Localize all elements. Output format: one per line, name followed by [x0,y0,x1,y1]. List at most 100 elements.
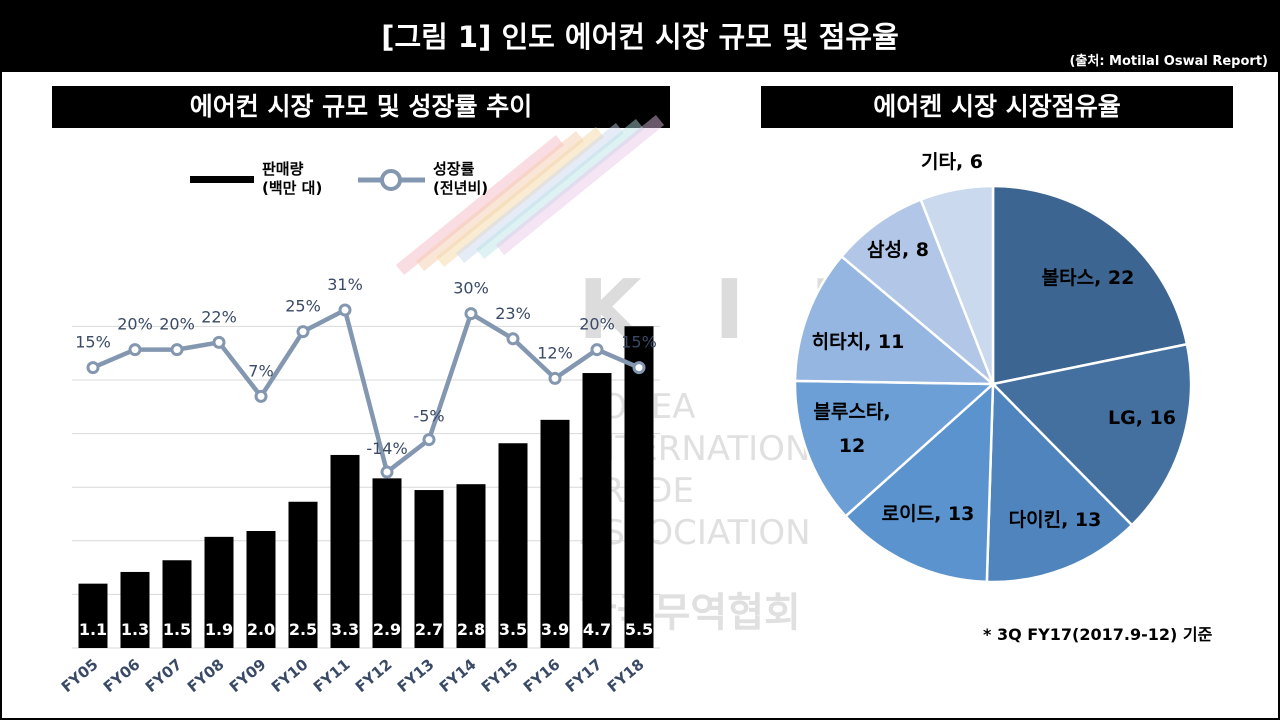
pie-slice [985,381,1134,584]
right-panel-title: 에어켄 시장 시장점유율 [761,86,1233,128]
growth-label: 20% [117,315,153,334]
x-axis-ticks: FY05FY06FY07FY08FY09FY10FY11FY12FY13FY14… [58,655,648,696]
x-tick-label: FY14 [436,655,480,696]
pie-slice [991,184,1189,386]
x-tick-label: FY09 [226,655,270,696]
growth-label: -5% [413,407,444,426]
pie-slice [839,198,995,385]
page-title: [그림 1] 인도 에어컨 시장 규모 및 점유율 [381,20,899,54]
x-tick-label: FY16 [520,655,564,696]
legend-growth-label: 성장률 (전년비) [433,160,488,198]
x-tick-label: FY11 [310,655,354,696]
x-tick-label: FY05 [58,655,102,696]
pie-label: 볼타스, 22 [1042,267,1135,289]
bar [204,536,234,648]
x-tick-label: FY07 [142,655,186,696]
x-tick-label: FY06 [100,655,144,696]
watermark-stripe [495,114,665,256]
legend-growth-marker [380,169,402,191]
pie-slice [793,379,997,518]
grid-lines [72,325,660,649]
watermark-line: ASSOCIATION [580,513,811,553]
x-tick-label: FY15 [478,655,522,696]
growth-label: 7% [248,361,273,380]
pie-label: 블루스타, [813,401,890,423]
bar-value-label: 3.5 [499,620,527,639]
growth-point [422,433,436,447]
growth-point [296,325,310,339]
bar-value-label: 5.5 [625,620,653,639]
legend-sales-line2: (백만 대) [262,179,323,197]
pie-slice [793,254,997,386]
legend-sales-swatch [190,176,254,183]
growth-label: 31% [327,275,363,294]
growth-label: 12% [537,343,573,362]
x-tick-label: FY17 [562,655,606,696]
legend-growth-line1: 성장률 [433,160,475,178]
bar-value-label: 1.1 [79,620,107,639]
pie-labels: 볼타스, 22 LG, 16 다이킨, 13 로이드, 13 블루스타, 12 히타치, 1… [812,151,1176,531]
growth-label: 30% [453,279,489,298]
growth-line [92,306,640,476]
growth-point [506,332,520,346]
bar-value-label: 2.5 [289,620,317,639]
bar-value-label: 2.7 [415,620,443,639]
growth-label: 22% [201,307,237,326]
bar-series [78,326,654,648]
legend [190,169,425,191]
bar-value-label: 4.7 [583,620,611,639]
growth-label: -14% [366,439,407,458]
bar [414,490,444,648]
bar [120,571,150,648]
growth-label: 15% [75,333,111,352]
growth-label: 25% [285,297,321,316]
bar-value-label: 3.9 [541,620,569,639]
pie-label: 삼성, 8 [867,239,929,261]
left-panel-title: 에어컨 시장 규모 및 성장률 추이 [52,86,670,128]
growth-point [170,343,184,357]
bar-value-label: 3.3 [331,620,359,639]
bar-value-label: 1.9 [205,620,233,639]
legend-sales-line1: 판매량 [262,160,304,178]
growth-label: 20% [159,315,195,334]
source-note: (출처: Motilal Oswal Report) [1069,54,1268,69]
bar [246,531,276,648]
pie-label: 히타치, 11 [812,331,905,353]
footnote: * 3Q FY17(2017.9-12) 기준 [983,625,1213,644]
growth-label: 20% [579,315,615,334]
growth-point [128,343,142,357]
title-bar: [그림 1] 인도 에어컨 시장 규모 및 점유율 (출처: Motilal O… [0,0,1280,72]
bar [540,419,570,648]
bar-value-label: 2.9 [373,620,401,639]
growth-point [548,371,562,385]
bar [498,443,528,648]
pie-slice [990,342,1193,527]
growth-point [338,303,352,317]
pie-label: 로이드, 13 [882,503,975,525]
growth-point [464,307,478,321]
bar [78,583,108,648]
legend-growth-line2: (전년비) [433,179,489,197]
x-tick-label: FY13 [394,655,438,696]
bar-value-label: 1.5 [163,620,191,639]
bar [288,501,318,648]
pie-slice [919,184,995,385]
watermark-stripe [435,126,605,268]
legend-sales-label: 판매량 (백만 대) [262,160,322,198]
pie-label: 다이킨, 13 [1009,509,1102,531]
watermark-korean: 한국무역협회 [580,590,801,636]
pie-label: 기타, 6 [921,151,983,173]
growth-label: 15% [621,333,657,352]
growth-label: 23% [495,304,531,323]
pie-label: LG, 16 [1108,407,1176,429]
bar [372,478,402,648]
watermark-stripe [415,130,585,272]
growth-point [590,343,604,357]
bar-value-label: 1.3 [121,620,149,639]
watermark-stripe [395,134,565,276]
x-tick-label: FY10 [268,655,312,696]
pie-chart [793,184,1193,584]
pie-label: 12 [839,435,865,457]
bar [162,560,192,648]
bar [456,484,486,648]
